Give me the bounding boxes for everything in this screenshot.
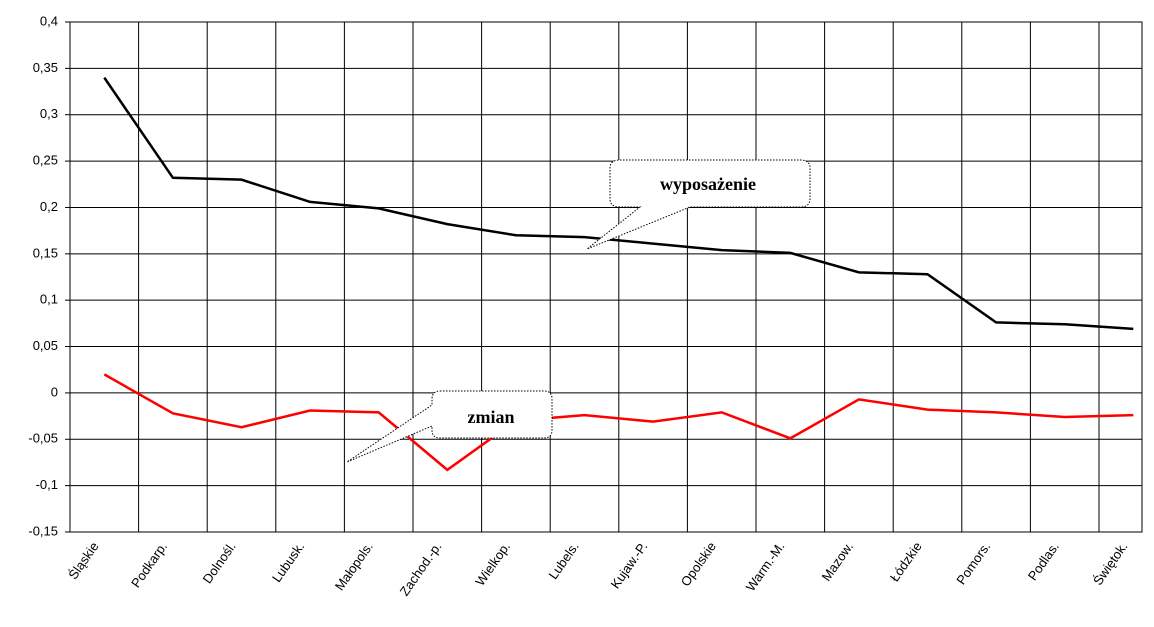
y-tick-label: 0,25 [33,153,58,168]
callout-1: wyposażenie [586,159,811,250]
series-line [103,76,1134,331]
x-tick-label: Dolnośl. [200,539,239,586]
x-tick-label: Śląskie [65,539,101,582]
x-tick-label: Kujaw.-P. [608,539,651,591]
x-tick-label: Lubels. [545,539,581,582]
annotation: zmian [468,407,515,427]
x-tick-label: Mazow. [819,539,857,584]
plot-area [69,21,1143,533]
annotation: wyposażenie [660,174,756,194]
x-tick-label: Łódzkie [887,539,925,584]
y-tick-label: 0,4 [40,13,58,28]
x-tick-label: Lubusk. [269,539,307,585]
x-tick-label: Podkarp. [128,539,170,590]
x-tick-label: Podlas. [1025,539,1062,583]
x-tick-label: Małopols. [332,539,376,593]
x-tick-label: Pomors. [953,539,993,587]
y-tick-label: 0,2 [40,199,58,214]
x-tick-label: Wielkop. [472,539,513,588]
series-line [103,373,1134,472]
x-tick-label: Świętok. [1090,539,1130,588]
callout-shape [586,159,811,250]
x-tick-label: Opolskie [678,539,719,589]
y-tick-label: 0,05 [33,338,58,353]
x-tick-label: Zachod.-p. [397,539,445,599]
y-tick-label: 0,35 [33,60,58,75]
callout-2: zmian [346,390,553,463]
x-tick-label: Warm.-M. [743,539,788,594]
y-tick-label: 0,15 [33,245,58,260]
y-tick-label: -0,15 [28,523,58,538]
y-tick-label: -0,1 [36,477,58,492]
y-tick-label: 0,3 [40,106,58,121]
y-tick-label: 0,1 [40,292,58,307]
y-tick-label: 0 [51,384,58,399]
y-tick-label: -0,05 [28,431,58,446]
callout-shape [346,390,553,463]
